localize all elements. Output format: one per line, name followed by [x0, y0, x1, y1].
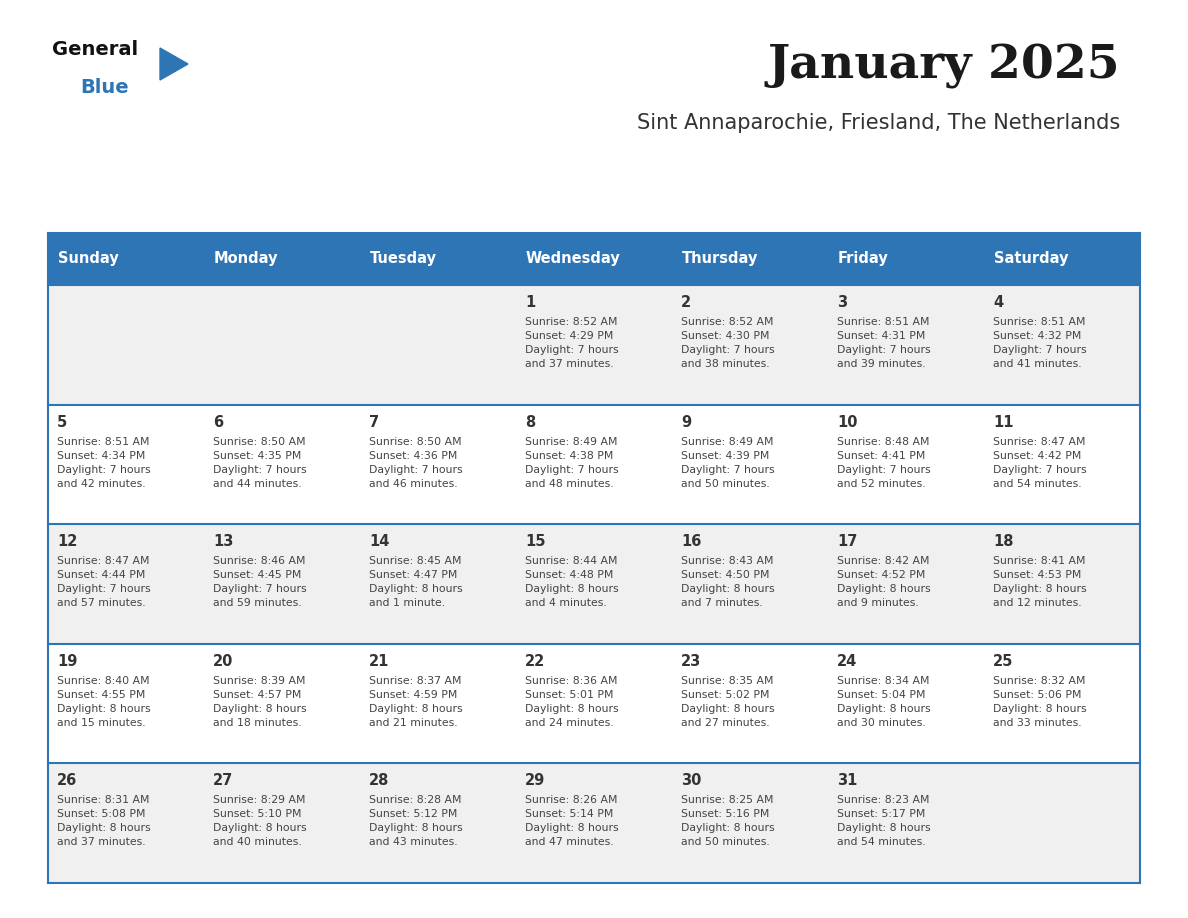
Text: 11: 11 [993, 415, 1013, 430]
Text: 12: 12 [57, 534, 77, 549]
Text: 30: 30 [681, 773, 701, 789]
Text: Sunrise: 8:51 AM
Sunset: 4:32 PM
Daylight: 7 hours
and 41 minutes.: Sunrise: 8:51 AM Sunset: 4:32 PM Dayligh… [993, 317, 1087, 369]
Text: 18: 18 [993, 534, 1013, 549]
Text: 6: 6 [213, 415, 223, 430]
Text: Sunrise: 8:49 AM
Sunset: 4:39 PM
Daylight: 7 hours
and 50 minutes.: Sunrise: 8:49 AM Sunset: 4:39 PM Dayligh… [681, 437, 775, 488]
Text: Sunrise: 8:49 AM
Sunset: 4:38 PM
Daylight: 7 hours
and 48 minutes.: Sunrise: 8:49 AM Sunset: 4:38 PM Dayligh… [525, 437, 619, 488]
Text: Sunrise: 8:52 AM
Sunset: 4:30 PM
Daylight: 7 hours
and 38 minutes.: Sunrise: 8:52 AM Sunset: 4:30 PM Dayligh… [681, 317, 775, 369]
Text: Sunrise: 8:32 AM
Sunset: 5:06 PM
Daylight: 8 hours
and 33 minutes.: Sunrise: 8:32 AM Sunset: 5:06 PM Dayligh… [993, 676, 1087, 728]
Text: 28: 28 [369, 773, 390, 789]
Text: Sunrise: 8:46 AM
Sunset: 4:45 PM
Daylight: 7 hours
and 59 minutes.: Sunrise: 8:46 AM Sunset: 4:45 PM Dayligh… [213, 556, 307, 609]
Text: 29: 29 [525, 773, 545, 789]
Text: 16: 16 [681, 534, 701, 549]
Text: 9: 9 [681, 415, 691, 430]
Bar [48, 764, 1140, 883]
Text: 24: 24 [838, 654, 858, 669]
Text: 19: 19 [57, 654, 77, 669]
Text: Sunrise: 8:34 AM
Sunset: 5:04 PM
Daylight: 8 hours
and 30 minutes.: Sunrise: 8:34 AM Sunset: 5:04 PM Dayligh… [838, 676, 930, 728]
Text: Wednesday: Wednesday [526, 252, 621, 266]
Text: Monday: Monday [214, 252, 278, 266]
Text: Sunrise: 8:42 AM
Sunset: 4:52 PM
Daylight: 8 hours
and 9 minutes.: Sunrise: 8:42 AM Sunset: 4:52 PM Dayligh… [838, 556, 930, 609]
Text: 27: 27 [213, 773, 233, 789]
Text: Blue: Blue [80, 78, 128, 97]
Text: Sunrise: 8:45 AM
Sunset: 4:47 PM
Daylight: 8 hours
and 1 minute.: Sunrise: 8:45 AM Sunset: 4:47 PM Dayligh… [369, 556, 462, 609]
Text: 2: 2 [681, 295, 691, 310]
Text: 7: 7 [369, 415, 379, 430]
Text: Saturday: Saturday [994, 252, 1068, 266]
Text: Thursday: Thursday [682, 252, 758, 266]
Text: 15: 15 [525, 534, 545, 549]
Bar [48, 233, 1140, 285]
Text: Sunrise: 8:39 AM
Sunset: 4:57 PM
Daylight: 8 hours
and 18 minutes.: Sunrise: 8:39 AM Sunset: 4:57 PM Dayligh… [213, 676, 307, 728]
Text: Sunrise: 8:44 AM
Sunset: 4:48 PM
Daylight: 8 hours
and 4 minutes.: Sunrise: 8:44 AM Sunset: 4:48 PM Dayligh… [525, 556, 619, 609]
Text: 31: 31 [838, 773, 858, 789]
Text: Sunrise: 8:28 AM
Sunset: 5:12 PM
Daylight: 8 hours
and 43 minutes.: Sunrise: 8:28 AM Sunset: 5:12 PM Dayligh… [369, 795, 462, 847]
Text: 14: 14 [369, 534, 390, 549]
Text: Sunrise: 8:40 AM
Sunset: 4:55 PM
Daylight: 8 hours
and 15 minutes.: Sunrise: 8:40 AM Sunset: 4:55 PM Dayligh… [57, 676, 151, 728]
Text: Sunrise: 8:52 AM
Sunset: 4:29 PM
Daylight: 7 hours
and 37 minutes.: Sunrise: 8:52 AM Sunset: 4:29 PM Dayligh… [525, 317, 619, 369]
Text: Sunrise: 8:50 AM
Sunset: 4:35 PM
Daylight: 7 hours
and 44 minutes.: Sunrise: 8:50 AM Sunset: 4:35 PM Dayligh… [213, 437, 307, 488]
Text: January 2025: January 2025 [767, 43, 1120, 89]
Text: Sunrise: 8:26 AM
Sunset: 5:14 PM
Daylight: 8 hours
and 47 minutes.: Sunrise: 8:26 AM Sunset: 5:14 PM Dayligh… [525, 795, 619, 847]
Text: 8: 8 [525, 415, 536, 430]
Text: Friday: Friday [838, 252, 889, 266]
Text: Sunrise: 8:43 AM
Sunset: 4:50 PM
Daylight: 8 hours
and 7 minutes.: Sunrise: 8:43 AM Sunset: 4:50 PM Dayligh… [681, 556, 775, 609]
Text: 13: 13 [213, 534, 233, 549]
Text: 20: 20 [213, 654, 233, 669]
Text: 3: 3 [838, 295, 847, 310]
Text: 17: 17 [838, 534, 858, 549]
Text: 25: 25 [993, 654, 1013, 669]
Text: Sunrise: 8:35 AM
Sunset: 5:02 PM
Daylight: 8 hours
and 27 minutes.: Sunrise: 8:35 AM Sunset: 5:02 PM Dayligh… [681, 676, 775, 728]
Text: Tuesday: Tuesday [369, 252, 437, 266]
Text: Sunrise: 8:50 AM
Sunset: 4:36 PM
Daylight: 7 hours
and 46 minutes.: Sunrise: 8:50 AM Sunset: 4:36 PM Dayligh… [369, 437, 462, 488]
Bar [48, 405, 1140, 524]
Text: 4: 4 [993, 295, 1003, 310]
Bar [48, 524, 1140, 644]
Text: Sunrise: 8:37 AM
Sunset: 4:59 PM
Daylight: 8 hours
and 21 minutes.: Sunrise: 8:37 AM Sunset: 4:59 PM Dayligh… [369, 676, 462, 728]
Text: Sunrise: 8:47 AM
Sunset: 4:42 PM
Daylight: 7 hours
and 54 minutes.: Sunrise: 8:47 AM Sunset: 4:42 PM Dayligh… [993, 437, 1087, 488]
Text: 1: 1 [525, 295, 536, 310]
Text: Sunrise: 8:29 AM
Sunset: 5:10 PM
Daylight: 8 hours
and 40 minutes.: Sunrise: 8:29 AM Sunset: 5:10 PM Dayligh… [213, 795, 307, 847]
Text: Sint Annaparochie, Friesland, The Netherlands: Sint Annaparochie, Friesland, The Nether… [637, 113, 1120, 133]
Text: 10: 10 [838, 415, 858, 430]
Text: Sunrise: 8:36 AM
Sunset: 5:01 PM
Daylight: 8 hours
and 24 minutes.: Sunrise: 8:36 AM Sunset: 5:01 PM Dayligh… [525, 676, 619, 728]
Text: 26: 26 [57, 773, 77, 789]
Text: Sunrise: 8:51 AM
Sunset: 4:34 PM
Daylight: 7 hours
and 42 minutes.: Sunrise: 8:51 AM Sunset: 4:34 PM Dayligh… [57, 437, 151, 488]
Text: Sunrise: 8:41 AM
Sunset: 4:53 PM
Daylight: 8 hours
and 12 minutes.: Sunrise: 8:41 AM Sunset: 4:53 PM Dayligh… [993, 556, 1087, 609]
Text: Sunrise: 8:23 AM
Sunset: 5:17 PM
Daylight: 8 hours
and 54 minutes.: Sunrise: 8:23 AM Sunset: 5:17 PM Dayligh… [838, 795, 930, 847]
Bar [48, 285, 1140, 405]
Polygon shape [160, 48, 188, 80]
Text: Sunrise: 8:48 AM
Sunset: 4:41 PM
Daylight: 7 hours
and 52 minutes.: Sunrise: 8:48 AM Sunset: 4:41 PM Dayligh… [838, 437, 930, 488]
Bar [48, 644, 1140, 764]
Text: Sunday: Sunday [58, 252, 119, 266]
Text: 5: 5 [57, 415, 68, 430]
Text: Sunrise: 8:31 AM
Sunset: 5:08 PM
Daylight: 8 hours
and 37 minutes.: Sunrise: 8:31 AM Sunset: 5:08 PM Dayligh… [57, 795, 151, 847]
Text: 23: 23 [681, 654, 701, 669]
Text: Sunrise: 8:25 AM
Sunset: 5:16 PM
Daylight: 8 hours
and 50 minutes.: Sunrise: 8:25 AM Sunset: 5:16 PM Dayligh… [681, 795, 775, 847]
Text: Sunrise: 8:51 AM
Sunset: 4:31 PM
Daylight: 7 hours
and 39 minutes.: Sunrise: 8:51 AM Sunset: 4:31 PM Dayligh… [838, 317, 930, 369]
Text: General: General [52, 40, 138, 59]
Text: 21: 21 [369, 654, 390, 669]
Text: 22: 22 [525, 654, 545, 669]
Text: Sunrise: 8:47 AM
Sunset: 4:44 PM
Daylight: 7 hours
and 57 minutes.: Sunrise: 8:47 AM Sunset: 4:44 PM Dayligh… [57, 556, 151, 609]
